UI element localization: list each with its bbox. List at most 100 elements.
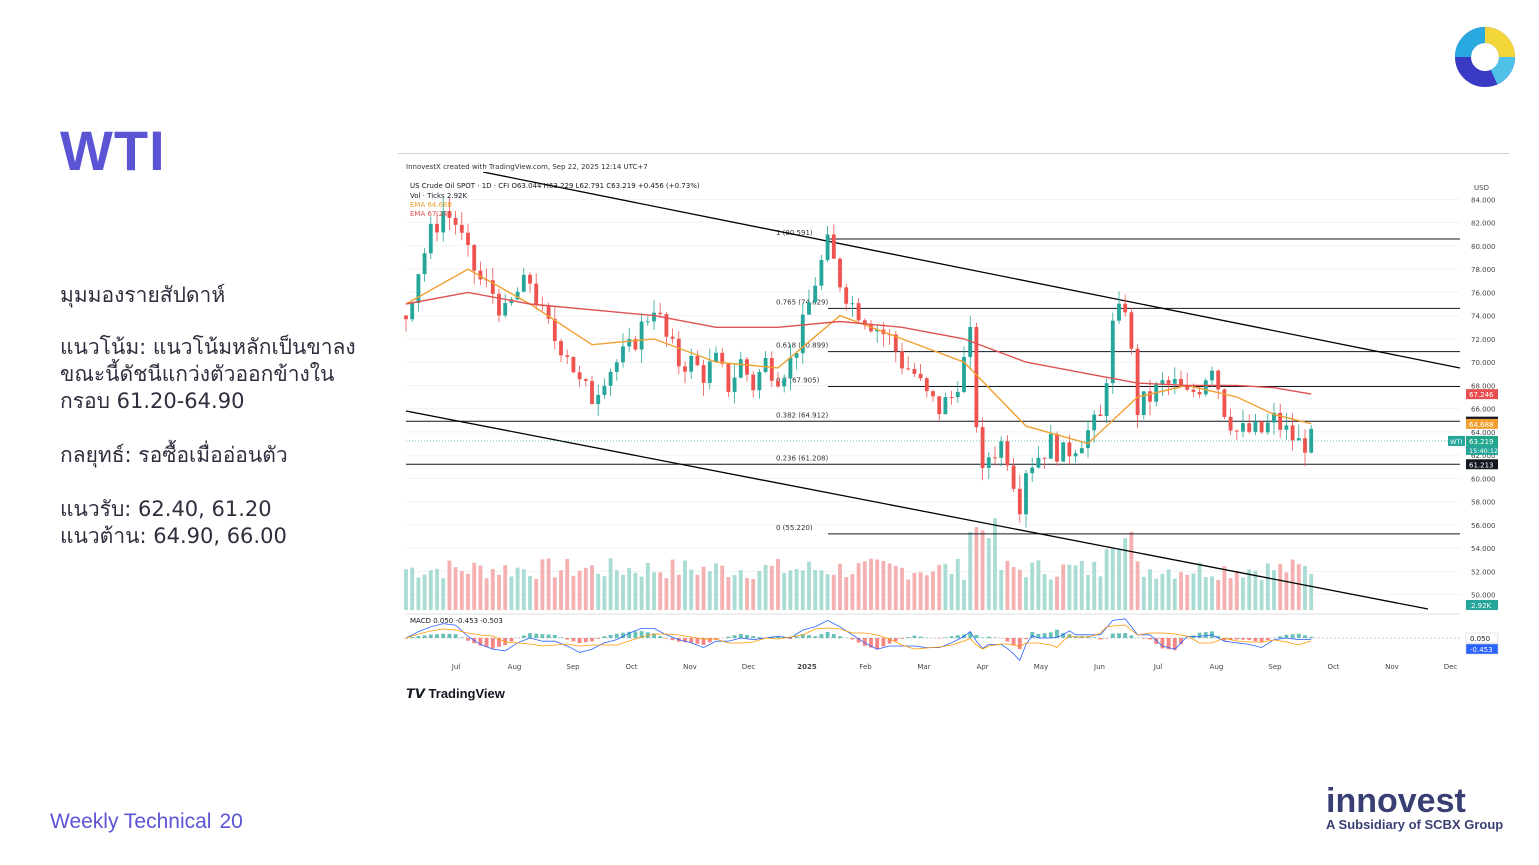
volume-bar	[1185, 574, 1190, 610]
macd-histogram-bar	[1247, 638, 1252, 640]
volume-bar	[788, 570, 793, 610]
volume-bar	[1197, 562, 1202, 610]
x-tick-label: Oct	[625, 663, 637, 671]
candle-body	[819, 260, 824, 286]
macd-histogram-bar	[571, 638, 576, 642]
candle-body	[577, 372, 582, 380]
volume-bar	[1203, 576, 1208, 610]
candle-body	[986, 457, 991, 468]
candle-body	[800, 314, 805, 354]
candle-body	[608, 371, 613, 386]
macd-histogram-bar	[807, 635, 811, 638]
candle-body	[893, 334, 898, 352]
candle-body	[831, 234, 836, 259]
macd-histogram-bar	[1265, 638, 1270, 641]
x-tick-label: Apr	[976, 663, 988, 671]
volume-bar	[949, 574, 954, 610]
candle-body	[441, 211, 446, 233]
x-tick-label: Aug	[508, 663, 522, 671]
volume-bar	[738, 570, 743, 610]
candle-body	[1247, 423, 1252, 432]
candle-body	[1005, 441, 1010, 466]
volume-bar	[1179, 572, 1183, 610]
candle-body	[670, 336, 675, 339]
ema-line	[405, 268, 1312, 445]
volume-bar	[639, 576, 644, 610]
volume-bar	[887, 563, 892, 610]
macd-histogram-bar	[1017, 638, 1022, 650]
volume-bar	[1278, 563, 1283, 610]
volume-bar	[924, 575, 929, 610]
candle-body	[745, 359, 749, 375]
macd-histogram-bar	[602, 636, 607, 638]
candle-body	[1098, 414, 1103, 417]
macd-histogram-bar	[1055, 629, 1059, 638]
candle-body	[1185, 386, 1190, 390]
macd-histogram-bar	[819, 634, 824, 638]
volume-bar	[571, 575, 576, 610]
volume-bar	[1172, 578, 1177, 610]
macd-histogram-bar	[1098, 638, 1103, 640]
candle-body	[1259, 421, 1264, 433]
macd-histogram-bar	[1166, 638, 1171, 650]
candle-body	[633, 339, 638, 350]
candle-body	[1036, 457, 1041, 468]
candle-body	[875, 329, 880, 332]
macd-histogram-bar	[1141, 638, 1146, 639]
macd-histogram-bar	[1092, 637, 1097, 638]
volume-bar	[1073, 565, 1078, 610]
candle-body	[1166, 380, 1171, 384]
candle-body	[906, 368, 911, 370]
tradingview-label: TradingView	[428, 686, 505, 701]
volume-bar	[955, 558, 960, 610]
currency-label: USD	[1474, 184, 1489, 192]
macd-histogram-bar	[838, 636, 842, 638]
fib-level-label: 1 (80.591)	[776, 229, 813, 237]
macd-histogram-bar	[1036, 634, 1041, 638]
volume-bar	[664, 578, 669, 610]
candle-body	[1197, 391, 1202, 395]
volume-bar	[1061, 564, 1066, 610]
fib-level-label: 0.5 (67.905)	[776, 376, 820, 384]
y-tick-label: 52.000	[1471, 568, 1496, 576]
volume-bar	[1216, 579, 1221, 610]
macd-histogram-bar	[968, 632, 973, 638]
volume-bar	[1005, 560, 1010, 610]
price-tag	[1466, 435, 1498, 446]
macd-histogram-bar	[484, 638, 489, 648]
fib-level-label: 0.765 (74.629)	[776, 298, 828, 306]
volume-bar	[931, 571, 935, 610]
macd-histogram-bar	[1011, 638, 1016, 646]
macd-histogram-bar	[466, 638, 470, 641]
volume-bar	[968, 532, 973, 610]
countdown-tag	[1466, 445, 1498, 455]
price-tag-label: 63.219	[1469, 438, 1494, 446]
volume-bar	[503, 565, 508, 610]
candle-body	[1172, 378, 1177, 384]
macd-histogram-bar	[1030, 632, 1035, 638]
volume-bar	[1309, 574, 1314, 610]
candle-body	[1290, 425, 1295, 441]
volume-bar	[602, 576, 607, 610]
macd-histogram-bar	[410, 637, 415, 638]
volume-bar	[683, 560, 687, 610]
macd-histogram-bar	[509, 638, 514, 642]
candle-body	[422, 253, 427, 275]
y-tick-label: 60.000	[1471, 475, 1496, 483]
candle-body	[652, 312, 656, 322]
macd-histogram-bar	[1296, 633, 1301, 638]
volume-bar	[497, 574, 501, 610]
volume-bar	[726, 577, 731, 610]
volume-bar	[633, 572, 638, 610]
macd-histogram-bar	[881, 638, 886, 647]
volume-bar	[472, 562, 477, 610]
y-tick-label: 50.000	[1471, 592, 1496, 600]
volume-bar	[435, 568, 439, 610]
macd-histogram-bar	[1303, 635, 1307, 638]
volume-bar	[1160, 573, 1165, 610]
volume-bar	[800, 570, 805, 610]
volume-bar	[559, 570, 563, 610]
candle-body	[850, 303, 855, 305]
commentary-levels: แนวรับ: 62.40, 61.20 แนวต้าน: 64.90, 66.…	[60, 496, 287, 550]
candle-body	[769, 358, 774, 381]
